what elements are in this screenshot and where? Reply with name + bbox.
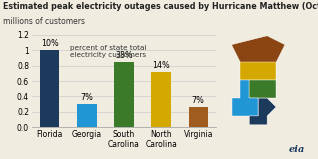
Bar: [77, 104, 97, 127]
Text: percent of state total
electricity customers: percent of state total electricity custo…: [70, 45, 146, 58]
Text: 14%: 14%: [152, 61, 170, 70]
Bar: [151, 72, 171, 127]
Polygon shape: [240, 62, 276, 80]
Text: eia: eia: [289, 145, 305, 154]
Text: 10%: 10%: [41, 39, 59, 48]
Polygon shape: [249, 80, 276, 98]
Polygon shape: [232, 36, 285, 62]
Text: 7%: 7%: [80, 93, 93, 102]
Polygon shape: [232, 80, 258, 116]
Bar: [114, 62, 134, 127]
Polygon shape: [249, 98, 276, 125]
Text: millions of customers: millions of customers: [3, 17, 85, 27]
Text: 33%: 33%: [115, 51, 133, 60]
Text: 7%: 7%: [192, 96, 205, 105]
Bar: [40, 50, 59, 127]
Bar: [189, 107, 208, 127]
Text: Estimated peak electricity outages caused by Hurricane Matthew (Oct 7 - Oct 13, : Estimated peak electricity outages cause…: [3, 2, 318, 11]
